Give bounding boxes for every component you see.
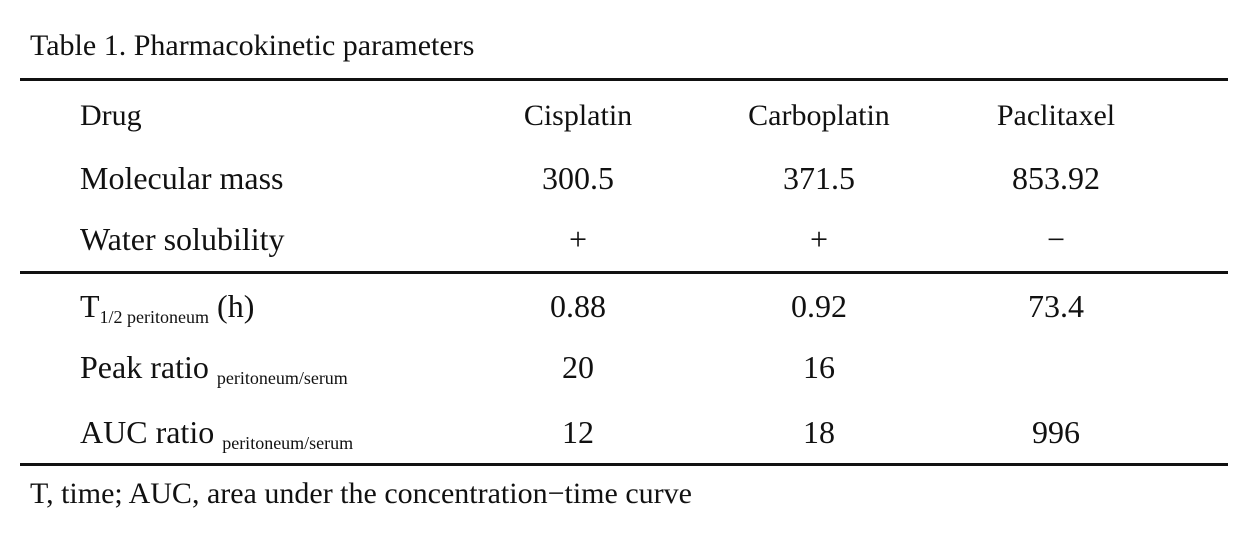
table-title: Table 1. Pharmacokinetic parameters xyxy=(30,29,475,62)
row-label: Water solubility xyxy=(80,217,285,261)
cell-carboplatin: 0.92 xyxy=(791,288,847,324)
cell-paclitaxel xyxy=(956,345,1156,389)
cell-cisplatin: 20 xyxy=(562,349,594,385)
row-label: Molecular mass xyxy=(80,156,284,200)
row-label-text: Molecular mass xyxy=(80,160,284,196)
table-row-half-life: T1/2 peritoneum (h) 0.88 0.92 73.4 xyxy=(0,284,1247,328)
header-paclitaxel: Paclitaxel xyxy=(996,99,1116,132)
row-label-suffix: (h) xyxy=(209,288,255,324)
header-cisplatin: Cisplatin xyxy=(523,99,633,132)
row-label: AUC ratio peritoneum/serum xyxy=(80,410,353,454)
cell-paclitaxel: − xyxy=(1046,221,1066,257)
cell-carboplatin: 18 xyxy=(803,414,835,450)
row-label: T1/2 peritoneum (h) xyxy=(80,284,254,328)
row-label-subscript: peritoneum/serum xyxy=(222,433,354,453)
cell-cisplatin: 300.5 xyxy=(542,160,614,196)
row-label-text: T xyxy=(80,288,100,324)
cell-paclitaxel: 853.92 xyxy=(1012,160,1100,196)
header-carboplatin: Carboplatin xyxy=(748,99,890,132)
cell-carboplatin: 16 xyxy=(803,349,835,385)
table-row-water-solubility: Water solubility + + − xyxy=(0,217,1247,261)
table-bottom-rule xyxy=(20,463,1228,466)
cell-cisplatin: + xyxy=(568,221,588,257)
table-mid-rule xyxy=(20,271,1228,274)
row-label-text: Peak ratio xyxy=(80,349,217,385)
cell-cisplatin: 12 xyxy=(562,414,594,450)
table-header-row: Drug Cisplatin Carboplatin Paclitaxel xyxy=(0,94,1247,138)
cell-paclitaxel: 73.4 xyxy=(1028,288,1084,324)
row-label-subscript: 1/2 peritoneum xyxy=(99,307,210,327)
table-top-rule xyxy=(20,78,1228,81)
row-label-text: AUC ratio xyxy=(80,414,223,450)
header-drug-label: Drug xyxy=(80,99,142,132)
cell-cisplatin: 0.88 xyxy=(550,288,606,324)
row-label-text: Water solubility xyxy=(80,221,285,257)
row-label-subscript: peritoneum/serum xyxy=(216,368,348,388)
table-row-molecular-mass: Molecular mass 300.5 371.5 853.92 xyxy=(0,156,1247,200)
cell-paclitaxel: 996 xyxy=(1032,414,1080,450)
cell-carboplatin: 371.5 xyxy=(783,160,855,196)
table-footnote: T, time; AUC, area under the concentrati… xyxy=(30,477,692,510)
cell-carboplatin: + xyxy=(809,221,829,257)
table-row-peak-ratio: Peak ratio peritoneum/serum 20 16 xyxy=(0,345,1247,389)
row-label: Peak ratio peritoneum/serum xyxy=(80,345,348,389)
table-row-auc-ratio: AUC ratio peritoneum/serum 12 18 996 xyxy=(0,410,1247,454)
